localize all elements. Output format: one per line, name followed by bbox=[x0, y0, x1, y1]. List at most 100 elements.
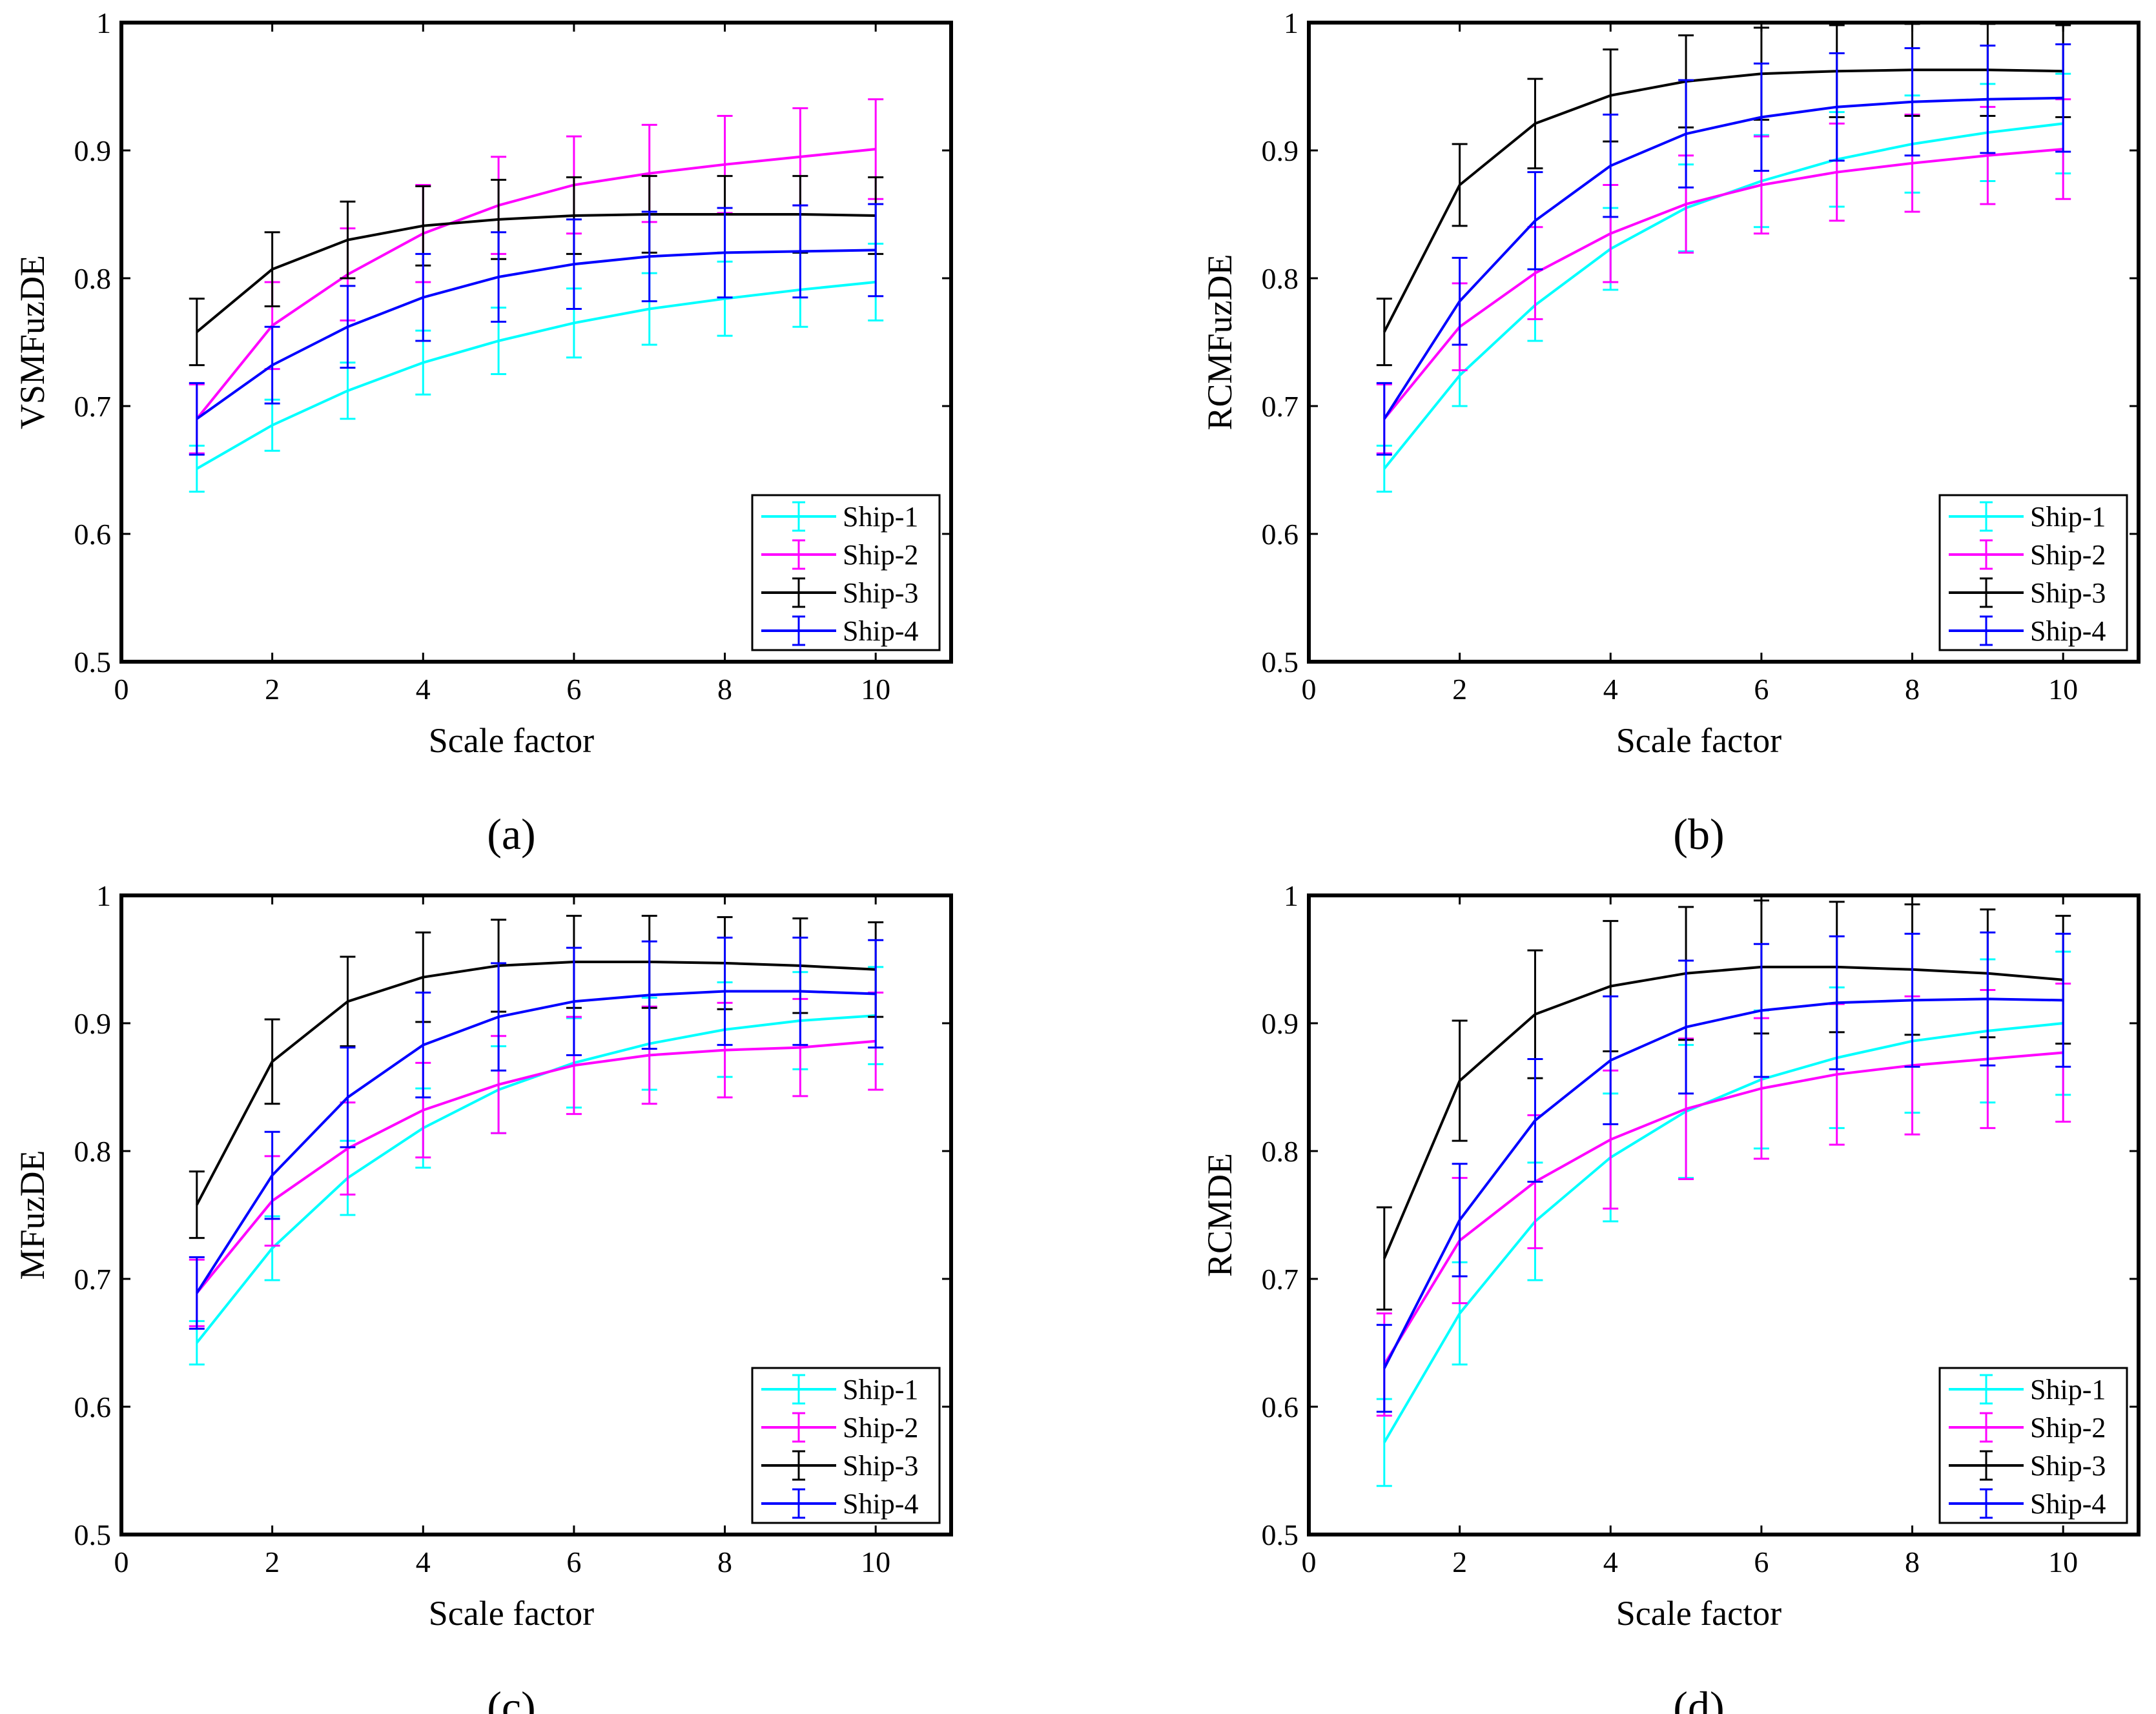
legend-label: Ship-2 bbox=[843, 1412, 918, 1444]
legend-label: Ship-4 bbox=[2030, 1488, 2106, 1520]
x-tick-label: 4 bbox=[1603, 1546, 1618, 1578]
legend-label: Ship-3 bbox=[843, 1450, 918, 1482]
x-tick-label: 4 bbox=[416, 673, 431, 706]
series-line bbox=[196, 249, 876, 420]
x-tick-label: 4 bbox=[416, 1546, 431, 1578]
series-line bbox=[1383, 997, 2064, 1369]
series-line bbox=[196, 148, 876, 420]
x-axis-label: Scale factor bbox=[1616, 721, 1781, 760]
x-axis-label: Scale factor bbox=[429, 721, 594, 760]
series-ship-2 bbox=[1376, 98, 2071, 454]
legend-box bbox=[751, 1367, 941, 1524]
series-ship-4 bbox=[189, 936, 884, 1330]
y-tick-label: 0.6 bbox=[1262, 1391, 1299, 1423]
series-ship-1 bbox=[189, 243, 884, 493]
x-tick-label: 10 bbox=[861, 1546, 890, 1578]
legend-label: Ship-4 bbox=[843, 615, 918, 647]
series-line bbox=[1382, 965, 2064, 1260]
legend-label: Ship-1 bbox=[2030, 501, 2106, 533]
panel-tag: (c) bbox=[487, 1682, 535, 1714]
y-tick-label: 0.9 bbox=[1262, 1007, 1299, 1040]
y-tick-label: 0.8 bbox=[1262, 262, 1299, 295]
x-tick-label: 0 bbox=[1302, 1546, 1317, 1578]
x-tick-label: 0 bbox=[1302, 673, 1317, 706]
y-axis-label: RCMFuzDE bbox=[1200, 254, 1239, 430]
series-line bbox=[1383, 96, 2064, 420]
series-ship-4 bbox=[1376, 43, 2071, 456]
y-axis-label: MFuzDE bbox=[13, 1150, 52, 1280]
y-tick-label: 0.5 bbox=[1262, 646, 1299, 678]
series-ship-2 bbox=[189, 991, 884, 1327]
y-tick-label: 1 bbox=[1284, 6, 1299, 39]
x-tick-label: 2 bbox=[1452, 1546, 1467, 1578]
series-line bbox=[1383, 68, 2064, 333]
x-tick-label: 0 bbox=[114, 673, 129, 706]
series-ship-2 bbox=[1376, 983, 2071, 1417]
y-tick-label: 0.9 bbox=[74, 134, 112, 167]
x-tick-label: 6 bbox=[566, 673, 581, 706]
plot-frame bbox=[1307, 21, 2141, 664]
x-tick-label: 2 bbox=[1452, 673, 1467, 706]
series-ship-3 bbox=[189, 175, 884, 367]
y-axis-label: RCMDE bbox=[1200, 1153, 1239, 1277]
series-ship-1 bbox=[189, 966, 884, 1366]
series-line bbox=[1383, 1051, 2064, 1365]
x-tick-label: 10 bbox=[2048, 1546, 2078, 1578]
legend-label: Ship-1 bbox=[843, 1374, 918, 1405]
x-tick-label: 6 bbox=[566, 1546, 581, 1578]
y-tick-label: 0.6 bbox=[1262, 518, 1299, 551]
series-line bbox=[196, 1039, 876, 1294]
plot-frame bbox=[119, 893, 953, 1536]
series-ship-4 bbox=[189, 203, 884, 456]
legend: Ship-1 Ship-2 Ship-3 Ship-4 bbox=[1938, 1367, 2128, 1524]
legend-label: Ship-2 bbox=[2030, 539, 2106, 571]
y-tick-label: 0.8 bbox=[1262, 1135, 1299, 1168]
legend-box bbox=[751, 494, 941, 651]
series-ship-1 bbox=[1376, 72, 2071, 493]
x-tick-label: 10 bbox=[2048, 673, 2078, 706]
x-tick-label: 8 bbox=[1905, 673, 1920, 706]
y-tick-label: 0.7 bbox=[74, 390, 112, 423]
legend-label: Ship-1 bbox=[843, 501, 918, 533]
x-tick-label: 8 bbox=[717, 1546, 732, 1578]
series-line bbox=[196, 990, 876, 1294]
y-tick-label: 0.6 bbox=[74, 518, 112, 551]
x-tick-label: 6 bbox=[1754, 1546, 1769, 1578]
legend-box bbox=[1938, 494, 2128, 651]
legend-label: Ship-3 bbox=[843, 577, 918, 609]
legend-box bbox=[1938, 1367, 2128, 1524]
x-tick-label: 2 bbox=[265, 1546, 280, 1578]
panel-tag: (a) bbox=[487, 810, 535, 859]
series-ship-2 bbox=[189, 98, 884, 454]
x-tick-label: 2 bbox=[265, 673, 280, 706]
x-tick-label: 8 bbox=[717, 673, 732, 706]
panel-tag: (b) bbox=[1673, 810, 1724, 859]
y-tick-label: 0.8 bbox=[74, 262, 112, 295]
legend: Ship-1 Ship-2 Ship-3 Ship-4 bbox=[1938, 494, 2128, 651]
series-ship-4 bbox=[1376, 931, 2071, 1413]
x-tick-label: 0 bbox=[114, 1546, 129, 1578]
y-tick-label: 0.5 bbox=[74, 646, 112, 678]
y-tick-label: 0.7 bbox=[1262, 390, 1299, 423]
y-tick-label: 0.9 bbox=[1262, 134, 1299, 167]
x-axis-label: Scale factor bbox=[1616, 1594, 1781, 1633]
plot-frame bbox=[1307, 893, 2141, 1536]
legend-label: Ship-4 bbox=[843, 1488, 918, 1520]
series-line bbox=[196, 280, 876, 470]
legend-label: Ship-4 bbox=[2030, 615, 2106, 647]
y-tick-label: 0.7 bbox=[74, 1263, 112, 1296]
x-tick-label: 6 bbox=[1754, 673, 1769, 706]
y-tick-label: 0.6 bbox=[74, 1391, 112, 1423]
legend-label: Ship-1 bbox=[2030, 1374, 2106, 1405]
y-tick-label: 0.9 bbox=[74, 1007, 112, 1040]
series-ship-3 bbox=[1376, 899, 2071, 1311]
y-tick-label: 0.5 bbox=[1262, 1518, 1299, 1551]
legend: Ship-1 Ship-2 Ship-3 Ship-4 bbox=[751, 1367, 941, 1524]
plot-frame bbox=[119, 21, 953, 664]
y-tick-label: 1 bbox=[96, 6, 111, 39]
x-tick-label: 4 bbox=[1603, 673, 1618, 706]
y-tick-label: 0.7 bbox=[1262, 1263, 1299, 1296]
